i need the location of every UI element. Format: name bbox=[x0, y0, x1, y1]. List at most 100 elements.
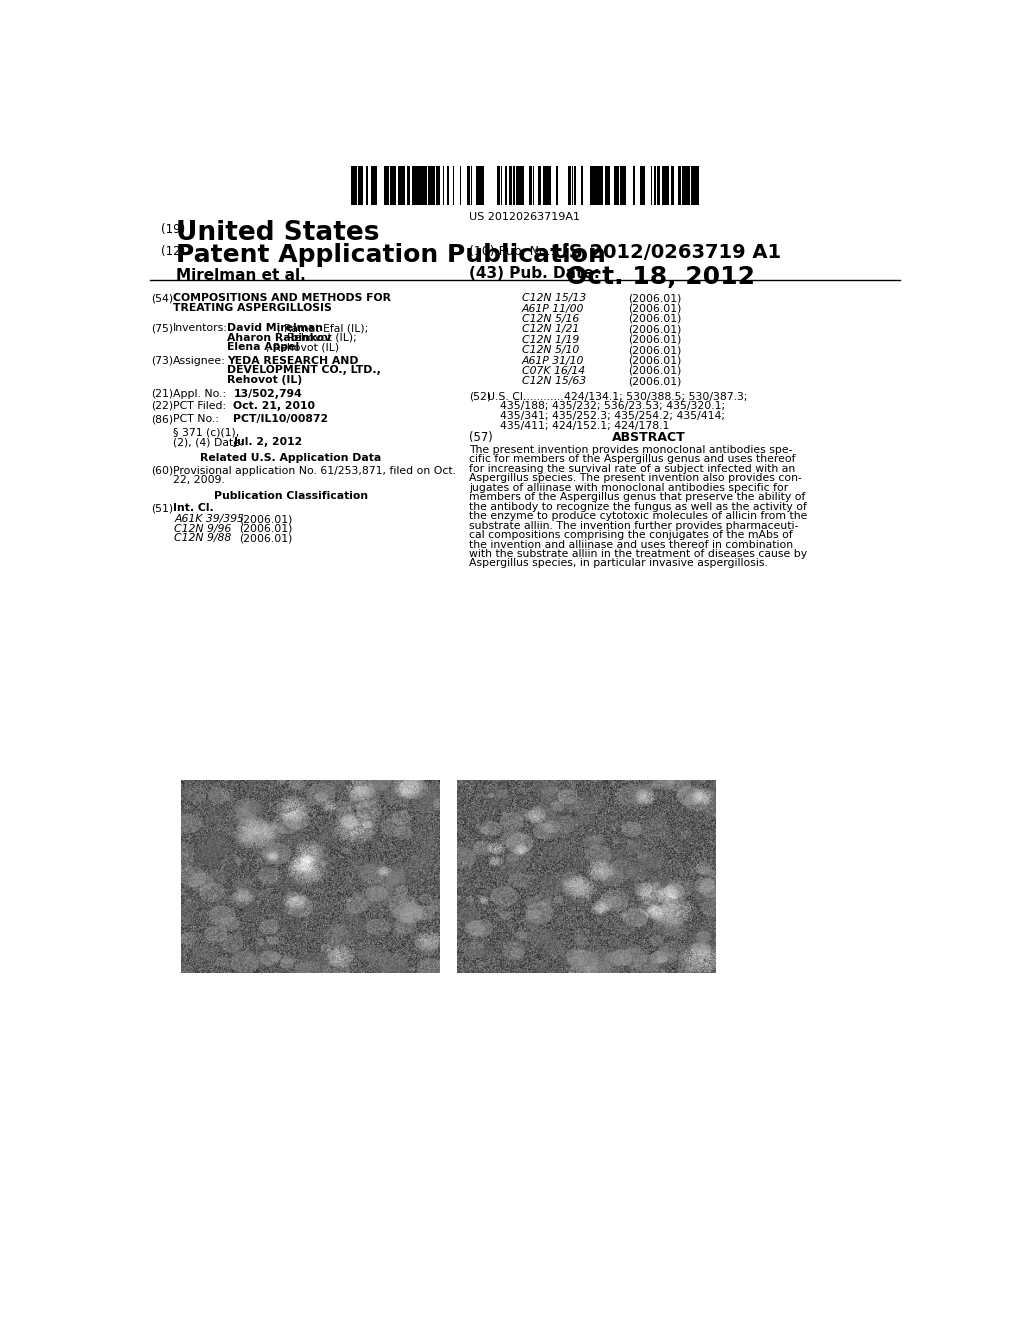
Bar bbox=[441, 166, 442, 205]
Bar bbox=[691, 166, 693, 205]
Text: Int. Cl.: Int. Cl. bbox=[173, 503, 214, 513]
Bar bbox=[606, 166, 607, 205]
Text: C12N 15/13: C12N 15/13 bbox=[521, 293, 586, 304]
Bar bbox=[597, 166, 599, 205]
Text: Related U.S. Application Data: Related U.S. Application Data bbox=[200, 453, 381, 463]
Bar bbox=[408, 166, 410, 205]
Bar bbox=[398, 166, 402, 205]
Text: 22, 2009.: 22, 2009. bbox=[173, 475, 225, 486]
Bar bbox=[482, 166, 483, 205]
Text: PCT/IL10/00872: PCT/IL10/00872 bbox=[233, 414, 329, 424]
Bar bbox=[557, 166, 558, 205]
Bar bbox=[536, 166, 538, 205]
Text: (12): (12) bbox=[161, 246, 184, 259]
Text: YEDA RESEARCH AND: YEDA RESEARCH AND bbox=[227, 355, 358, 366]
Text: Rehovot (IL): Rehovot (IL) bbox=[227, 375, 302, 384]
Text: (2006.01): (2006.01) bbox=[628, 335, 681, 345]
Bar bbox=[657, 166, 658, 205]
Bar bbox=[630, 166, 631, 205]
Bar bbox=[509, 166, 512, 205]
Text: (73): (73) bbox=[152, 355, 173, 366]
Bar bbox=[565, 166, 568, 205]
Text: (2006.01): (2006.01) bbox=[628, 304, 681, 314]
Bar bbox=[430, 166, 432, 205]
Bar bbox=[541, 166, 543, 205]
Bar bbox=[369, 166, 372, 205]
Text: A61K 39/395: A61K 39/395 bbox=[174, 515, 245, 524]
Bar bbox=[436, 166, 438, 205]
Text: members of the Aspergillus genus that preserve the ability of: members of the Aspergillus genus that pr… bbox=[469, 492, 805, 502]
Bar bbox=[672, 166, 674, 205]
Text: ...............: ............... bbox=[514, 392, 564, 401]
Text: (75): (75) bbox=[152, 323, 173, 333]
Bar bbox=[449, 166, 453, 205]
Bar bbox=[458, 166, 460, 205]
Bar bbox=[397, 166, 398, 205]
Text: 424/134.1; 530/388.5; 530/387.3;: 424/134.1; 530/388.5; 530/387.3; bbox=[563, 392, 748, 401]
Bar bbox=[512, 166, 513, 205]
Bar bbox=[428, 166, 430, 205]
Text: PCT No.:: PCT No.: bbox=[173, 414, 219, 424]
Bar bbox=[640, 166, 642, 205]
Text: (2006.01): (2006.01) bbox=[628, 293, 681, 304]
Bar bbox=[568, 166, 571, 205]
Text: (52): (52) bbox=[469, 392, 492, 401]
Bar bbox=[666, 166, 668, 205]
Bar bbox=[391, 166, 392, 205]
Bar bbox=[543, 166, 545, 205]
Bar bbox=[507, 166, 509, 205]
Bar bbox=[516, 166, 520, 205]
Bar bbox=[688, 166, 690, 205]
Text: DEVELOPMENT CO., LTD.,: DEVELOPMENT CO., LTD., bbox=[227, 366, 381, 375]
Text: substrate alliin. The invention further provides pharmaceuti-: substrate alliin. The invention further … bbox=[469, 520, 799, 531]
Bar bbox=[528, 166, 531, 205]
Text: (86): (86) bbox=[152, 414, 173, 424]
Bar bbox=[416, 166, 417, 205]
Text: (19): (19) bbox=[161, 223, 184, 236]
Text: 435/341; 435/252.3; 435/254.2; 435/414;: 435/341; 435/252.3; 435/254.2; 435/414; bbox=[500, 411, 725, 421]
Bar bbox=[388, 166, 389, 205]
Text: C07K 16/14: C07K 16/14 bbox=[521, 366, 585, 376]
Bar bbox=[589, 166, 590, 205]
Bar bbox=[684, 166, 687, 205]
Bar bbox=[432, 166, 434, 205]
Bar bbox=[524, 166, 526, 205]
Bar bbox=[595, 166, 597, 205]
Bar bbox=[535, 166, 536, 205]
Bar bbox=[649, 166, 651, 205]
Text: C12N 9/88: C12N 9/88 bbox=[174, 533, 231, 544]
Bar bbox=[693, 166, 696, 205]
Bar bbox=[635, 166, 637, 205]
Bar bbox=[492, 166, 493, 205]
Bar bbox=[506, 166, 507, 205]
Text: United States: United States bbox=[176, 220, 380, 246]
Bar bbox=[404, 166, 407, 205]
Bar bbox=[377, 166, 379, 205]
Text: (2006.01): (2006.01) bbox=[628, 355, 681, 366]
Text: (2006.01): (2006.01) bbox=[628, 325, 681, 334]
Bar bbox=[652, 166, 654, 205]
Bar bbox=[643, 166, 645, 205]
Bar bbox=[614, 166, 617, 205]
Bar bbox=[447, 166, 449, 205]
Text: A61P 11/00: A61P 11/00 bbox=[521, 304, 584, 314]
Text: Appl. No.:: Appl. No.: bbox=[173, 388, 226, 399]
Text: Aharon Rabinkov: Aharon Rabinkov bbox=[227, 333, 332, 343]
Bar bbox=[402, 166, 404, 205]
Text: COMPOSITIONS AND METHODS FOR: COMPOSITIONS AND METHODS FOR bbox=[173, 293, 391, 304]
Bar bbox=[454, 166, 457, 205]
Text: , Rehovot (IL);: , Rehovot (IL); bbox=[281, 333, 356, 343]
Text: (10) Pub. No.:: (10) Pub. No.: bbox=[469, 246, 555, 259]
Text: PCT Filed:: PCT Filed: bbox=[173, 401, 226, 411]
Bar bbox=[551, 166, 554, 205]
Text: Inventors:: Inventors: bbox=[173, 323, 227, 333]
Text: 435/188; 435/232; 536/23.53; 435/320.1;: 435/188; 435/232; 536/23.53; 435/320.1; bbox=[500, 401, 725, 412]
Bar bbox=[493, 166, 496, 205]
Text: Oct. 18, 2012: Oct. 18, 2012 bbox=[566, 264, 755, 289]
Bar bbox=[675, 166, 678, 205]
Text: (2006.01): (2006.01) bbox=[628, 314, 681, 323]
Bar bbox=[420, 166, 423, 205]
Bar bbox=[624, 166, 626, 205]
Text: C12N 1/19: C12N 1/19 bbox=[521, 335, 579, 345]
Text: (2006.01): (2006.01) bbox=[628, 366, 681, 376]
